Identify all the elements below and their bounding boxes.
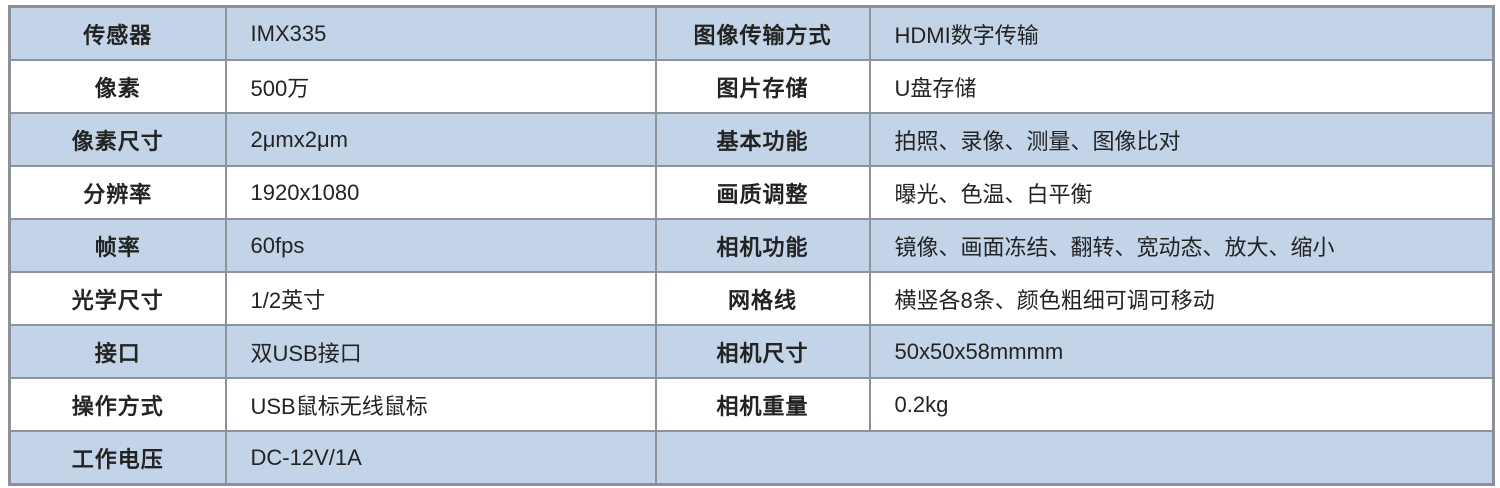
- spec-table-container: 传感器 IMX335 图像传输方式 HDMI数字传输 像素 500万 图片存储 …: [8, 5, 1495, 486]
- spec-value-resolution: 1920x1080: [224, 165, 657, 220]
- spec-value-camera-functions: 镜像、画面冻结、翻转、宽动态、放大、缩小: [868, 218, 1495, 273]
- spec-value-operation-mode: USB鼠标无线鼠标: [224, 377, 657, 432]
- spec-label-image-transfer: 图像传输方式: [654, 5, 871, 61]
- spec-label-resolution: 分辨率: [8, 165, 227, 220]
- spec-label-interface: 接口: [8, 324, 227, 379]
- spec-label-megapixels: 像素: [8, 59, 227, 114]
- spec-table: 传感器 IMX335 图像传输方式 HDMI数字传输 像素 500万 图片存储 …: [8, 5, 1495, 486]
- spec-label-sensor: 传感器: [8, 5, 227, 61]
- spec-value-image-transfer: HDMI数字传输: [868, 5, 1495, 61]
- spec-label-image-adjust: 画质调整: [654, 165, 871, 220]
- spec-label-grid-lines: 网格线: [654, 271, 871, 326]
- spec-value-pixel-size: 2μmx2μm: [224, 112, 657, 167]
- spec-label-image-storage: 图片存储: [654, 59, 871, 114]
- spec-value-image-adjust: 曝光、色温、白平衡: [868, 165, 1495, 220]
- spec-value-image-storage: U盘存储: [868, 59, 1495, 114]
- spec-label-camera-size: 相机尺寸: [654, 324, 871, 379]
- spec-value-megapixels: 500万: [224, 59, 657, 114]
- table-row: 帧率 60fps 相机功能 镜像、画面冻结、翻转、宽动态、放大、缩小: [8, 218, 1495, 273]
- table-row: 像素 500万 图片存储 U盘存储: [8, 59, 1495, 114]
- spec-label-working-voltage: 工作电压: [8, 430, 227, 486]
- table-row: 工作电压 DC-12V/1A: [8, 430, 1495, 486]
- spec-value-sensor: IMX335: [224, 5, 657, 61]
- spec-value-working-voltage: DC-12V/1A: [224, 430, 657, 486]
- spec-value-basic-functions: 拍照、录像、测量、图像比对: [868, 112, 1495, 167]
- spec-label-camera-weight: 相机重量: [654, 377, 871, 432]
- spec-value-frame-rate: 60fps: [224, 218, 657, 273]
- spec-value-interface: 双USB接口: [224, 324, 657, 379]
- spec-label-pixel-size: 像素尺寸: [8, 112, 227, 167]
- spec-label-operation-mode: 操作方式: [8, 377, 227, 432]
- spec-label-frame-rate: 帧率: [8, 218, 227, 273]
- table-row: 分辨率 1920x1080 画质调整 曝光、色温、白平衡: [8, 165, 1495, 220]
- spec-value-grid-lines: 横竖各8条、颜色粗细可调可移动: [868, 271, 1495, 326]
- spec-value-camera-size: 50x50x58mmmm: [868, 324, 1495, 379]
- spec-label-optical-size: 光学尺寸: [8, 271, 227, 326]
- table-row: 像素尺寸 2μmx2μm 基本功能 拍照、录像、测量、图像比对: [8, 112, 1495, 167]
- table-row: 光学尺寸 1/2英寸 网格线 横竖各8条、颜色粗细可调可移动: [8, 271, 1495, 326]
- empty-merged-cell: [654, 430, 1495, 486]
- table-row: 操作方式 USB鼠标无线鼠标 相机重量 0.2kg: [8, 377, 1495, 432]
- spec-label-basic-functions: 基本功能: [654, 112, 871, 167]
- spec-value-optical-size: 1/2英寸: [224, 271, 657, 326]
- table-row: 传感器 IMX335 图像传输方式 HDMI数字传输: [8, 5, 1495, 61]
- spec-value-camera-weight: 0.2kg: [868, 377, 1495, 432]
- table-row: 接口 双USB接口 相机尺寸 50x50x58mmmm: [8, 324, 1495, 379]
- spec-label-camera-functions: 相机功能: [654, 218, 871, 273]
